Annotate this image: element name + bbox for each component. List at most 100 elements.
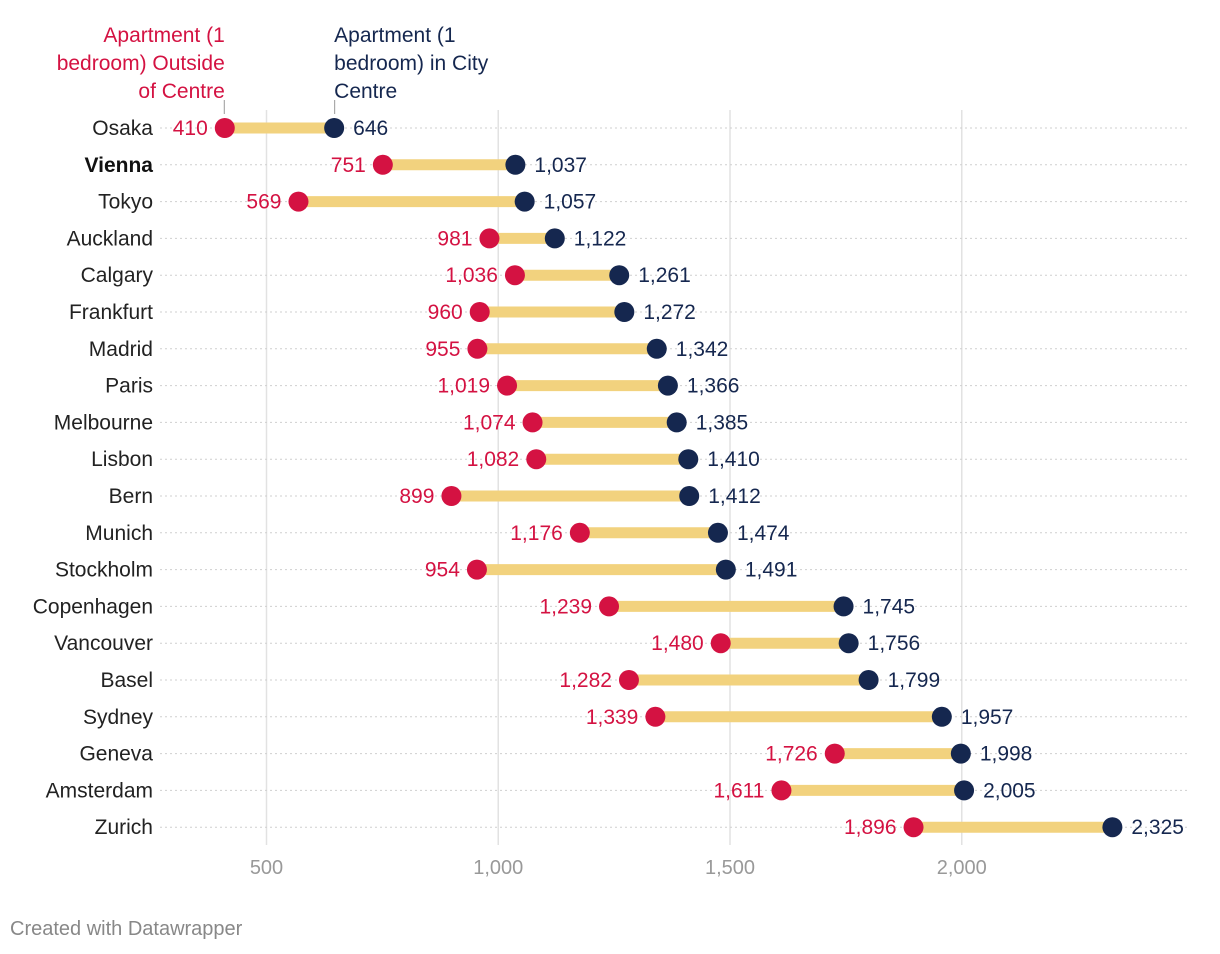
value-label-city: 1,037 <box>534 154 587 177</box>
category-label: Munich <box>85 522 153 545</box>
value-label-outside: 751 <box>331 154 366 177</box>
dot-city-centre <box>931 706 952 727</box>
dot-outside-centre <box>710 633 731 654</box>
category-label: Osaka <box>92 117 153 140</box>
value-label-outside: 569 <box>246 191 281 214</box>
dot-city-centre <box>514 191 535 212</box>
dot-outside-centre <box>526 449 547 470</box>
value-label-city: 1,412 <box>708 485 761 508</box>
category-label: Melbourne <box>54 411 153 434</box>
value-label-city: 1,474 <box>737 522 790 545</box>
value-label-city: 1,122 <box>574 227 627 250</box>
value-label-outside: 960 <box>428 301 463 324</box>
dot-outside-centre <box>469 302 490 322</box>
category-label: Copenhagen <box>33 595 153 618</box>
value-label-city: 1,057 <box>544 191 597 214</box>
category-label: Tokyo <box>98 191 153 214</box>
legend-outside-label: of Centre <box>138 80 224 103</box>
value-label-city: 2,325 <box>1131 816 1184 839</box>
category-label: Auckland <box>67 227 153 250</box>
category-label: Vienna <box>85 154 154 177</box>
value-label-city: 1,998 <box>980 743 1033 766</box>
value-label-outside: 1,480 <box>651 632 704 655</box>
dot-outside-centre <box>497 375 518 396</box>
category-label: Zurich <box>95 816 153 839</box>
dot-city-centre <box>707 522 728 543</box>
category-label: Lisbon <box>91 448 153 471</box>
dot-outside-centre <box>618 670 639 690</box>
dot-city-centre <box>858 670 879 690</box>
value-label-city: 1,261 <box>638 264 691 287</box>
dot-city-centre <box>609 265 630 286</box>
dot-city-centre <box>833 596 854 617</box>
dot-city-centre <box>715 559 736 580</box>
dot-city-centre <box>505 154 526 175</box>
category-label: Frankfurt <box>69 301 153 324</box>
x-tick-label: 2,000 <box>937 857 987 879</box>
value-label-city: 1,385 <box>696 411 749 434</box>
value-label-city: 1,410 <box>707 448 760 471</box>
value-label-city: 1,366 <box>687 375 740 398</box>
legend-outside-label: bedroom) Outside <box>57 52 225 75</box>
value-label-outside: 1,036 <box>445 264 498 287</box>
legend-outside-label: Apartment (1 <box>103 24 224 47</box>
dot-city-centre <box>544 228 565 249</box>
dot-outside-centre <box>824 743 845 764</box>
legend-city-label: Centre <box>334 80 397 103</box>
dot-outside-centre <box>569 522 590 543</box>
value-label-city: 1,799 <box>888 669 941 692</box>
value-label-outside: 1,074 <box>463 411 516 434</box>
footer-credit: Created with Datawrapper <box>10 918 243 940</box>
dot-outside-centre <box>771 780 792 801</box>
dot-city-centre <box>838 633 859 654</box>
value-label-city: 2,005 <box>983 779 1036 802</box>
category-label: Madrid <box>89 338 153 361</box>
category-label: Paris <box>105 375 153 398</box>
value-label-city: 1,745 <box>863 595 916 618</box>
dot-city-centre <box>324 118 345 138</box>
x-tick-label: 1,000 <box>473 857 523 879</box>
dot-city-centre <box>954 780 975 801</box>
value-label-outside: 1,726 <box>765 743 818 766</box>
value-label-city: 1,957 <box>961 706 1014 729</box>
category-label: Basel <box>100 669 153 692</box>
dot-city-centre <box>679 486 700 506</box>
dot-outside-centre <box>372 154 393 175</box>
dot-outside-centre <box>479 228 500 249</box>
dot-city-centre <box>657 375 678 396</box>
value-label-city: 1,756 <box>868 632 921 655</box>
dot-outside-centre <box>645 706 666 727</box>
dot-outside-centre <box>599 596 620 617</box>
value-label-outside: 410 <box>173 117 208 140</box>
value-label-outside: 1,176 <box>510 522 563 545</box>
value-label-outside: 1,239 <box>539 595 592 618</box>
value-label-outside: 1,019 <box>437 375 490 398</box>
dot-outside-centre <box>288 191 309 212</box>
dot-city-centre <box>678 449 699 470</box>
dot-outside-centre <box>903 817 924 838</box>
dot-outside-centre <box>466 559 487 580</box>
dot-outside-centre <box>214 118 235 138</box>
category-label: Geneva <box>79 743 153 766</box>
dot-city-centre <box>666 412 687 433</box>
value-label-outside: 954 <box>425 559 460 582</box>
value-label-city: 646 <box>353 117 388 140</box>
dot-outside-centre <box>504 265 525 286</box>
category-label: Vancouver <box>54 632 153 655</box>
dot-outside-centre <box>441 486 462 506</box>
x-tick-label: 1,500 <box>705 857 755 879</box>
dot-outside-centre <box>522 412 543 433</box>
dot-city-centre <box>614 302 635 322</box>
value-label-outside: 1,611 <box>713 779 764 802</box>
value-label-city: 1,272 <box>643 301 696 324</box>
category-label: Amsterdam <box>46 779 153 802</box>
x-tick-label: 500 <box>250 857 283 879</box>
value-label-outside: 899 <box>399 485 434 508</box>
value-label-city: 1,491 <box>745 559 798 582</box>
value-label-outside: 1,282 <box>559 669 612 692</box>
value-label-outside: 981 <box>437 227 472 250</box>
value-label-city: 1,342 <box>676 338 729 361</box>
category-label: Bern <box>109 485 153 508</box>
category-label: Sydney <box>83 706 154 729</box>
legend-city-label: Apartment (1 <box>334 24 455 47</box>
